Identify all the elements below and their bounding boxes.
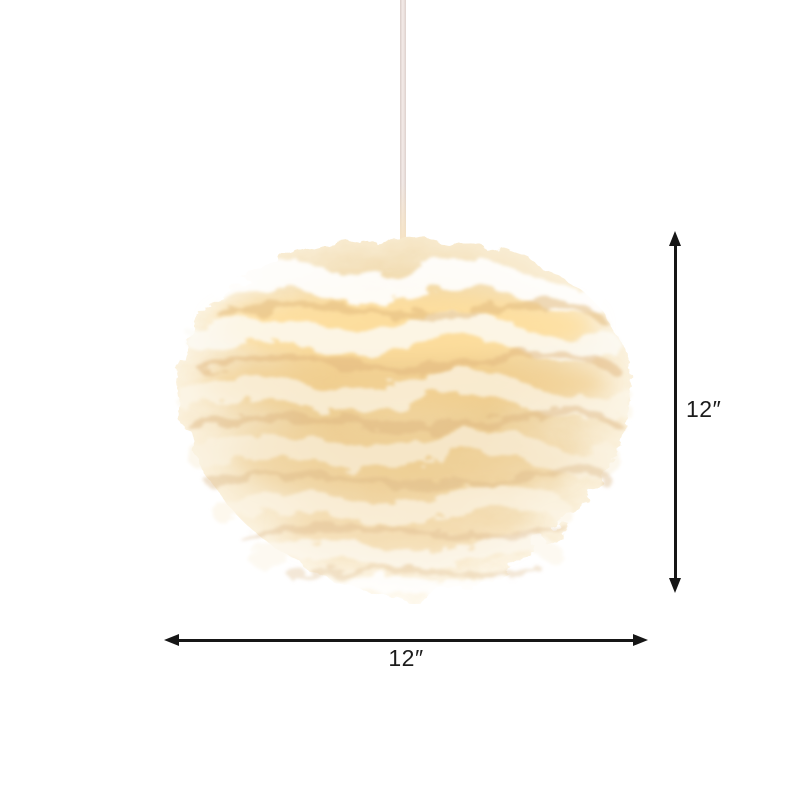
feather-row-shadows bbox=[188, 299, 624, 579]
width-dimension-annotation bbox=[164, 634, 648, 646]
height-dimension-label: 12″ bbox=[686, 396, 722, 422]
feather-rows bbox=[175, 258, 635, 597]
arrow-down-icon bbox=[669, 578, 681, 593]
horizontal-arrow-line bbox=[169, 638, 643, 642]
width-dimension-label: 12″ bbox=[388, 645, 424, 671]
vertical-arrow-line bbox=[673, 236, 677, 588]
feather-lampshade bbox=[175, 237, 635, 600]
pendant-cord bbox=[400, 0, 406, 243]
height-dimension-annotation bbox=[669, 231, 681, 593]
arrow-right-icon bbox=[633, 634, 648, 646]
